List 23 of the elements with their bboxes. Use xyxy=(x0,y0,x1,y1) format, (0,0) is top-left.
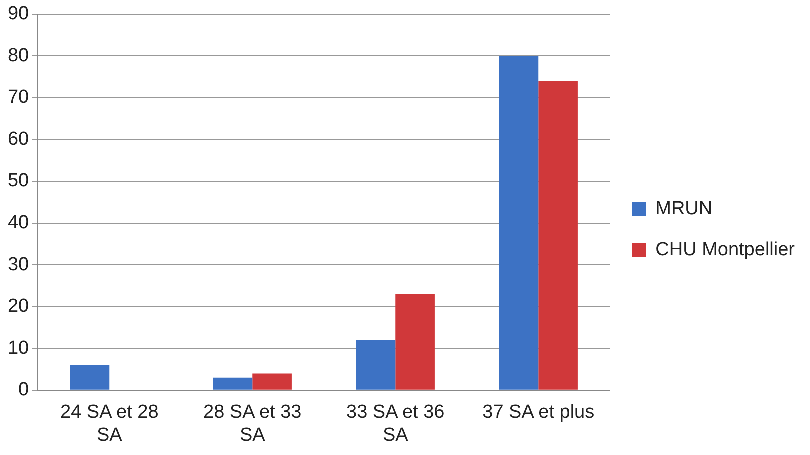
y-tick-label: 0 xyxy=(18,380,30,401)
bar xyxy=(396,294,435,390)
bar xyxy=(356,340,396,390)
bar xyxy=(252,374,292,390)
y-tick-label: 40 xyxy=(8,212,30,234)
y-tick-label: 10 xyxy=(8,338,30,359)
legend-label: MRUN xyxy=(656,198,713,220)
y-tick-label: 30 xyxy=(8,254,30,276)
y-tick-label: 50 xyxy=(8,170,30,192)
x-tick-label: 37 SA et plus xyxy=(482,402,595,424)
legend-label: CHU Montpellier xyxy=(656,240,796,261)
y-tick-label: 60 xyxy=(8,128,30,150)
x-tick-label: 33 SA et 36 SA xyxy=(346,402,445,446)
y-tick-label: 90 xyxy=(8,4,30,25)
y-tick-label: 80 xyxy=(8,45,30,66)
bar xyxy=(499,56,539,390)
x-tick-label: 28 SA et 33 SA xyxy=(204,402,302,446)
bar xyxy=(70,365,110,390)
y-tick-label: 20 xyxy=(8,296,30,318)
bar xyxy=(538,81,578,390)
y-tick-label: 70 xyxy=(8,87,30,108)
x-tick-label: 24 SA et 28 SA xyxy=(60,402,159,446)
bar xyxy=(213,378,253,390)
